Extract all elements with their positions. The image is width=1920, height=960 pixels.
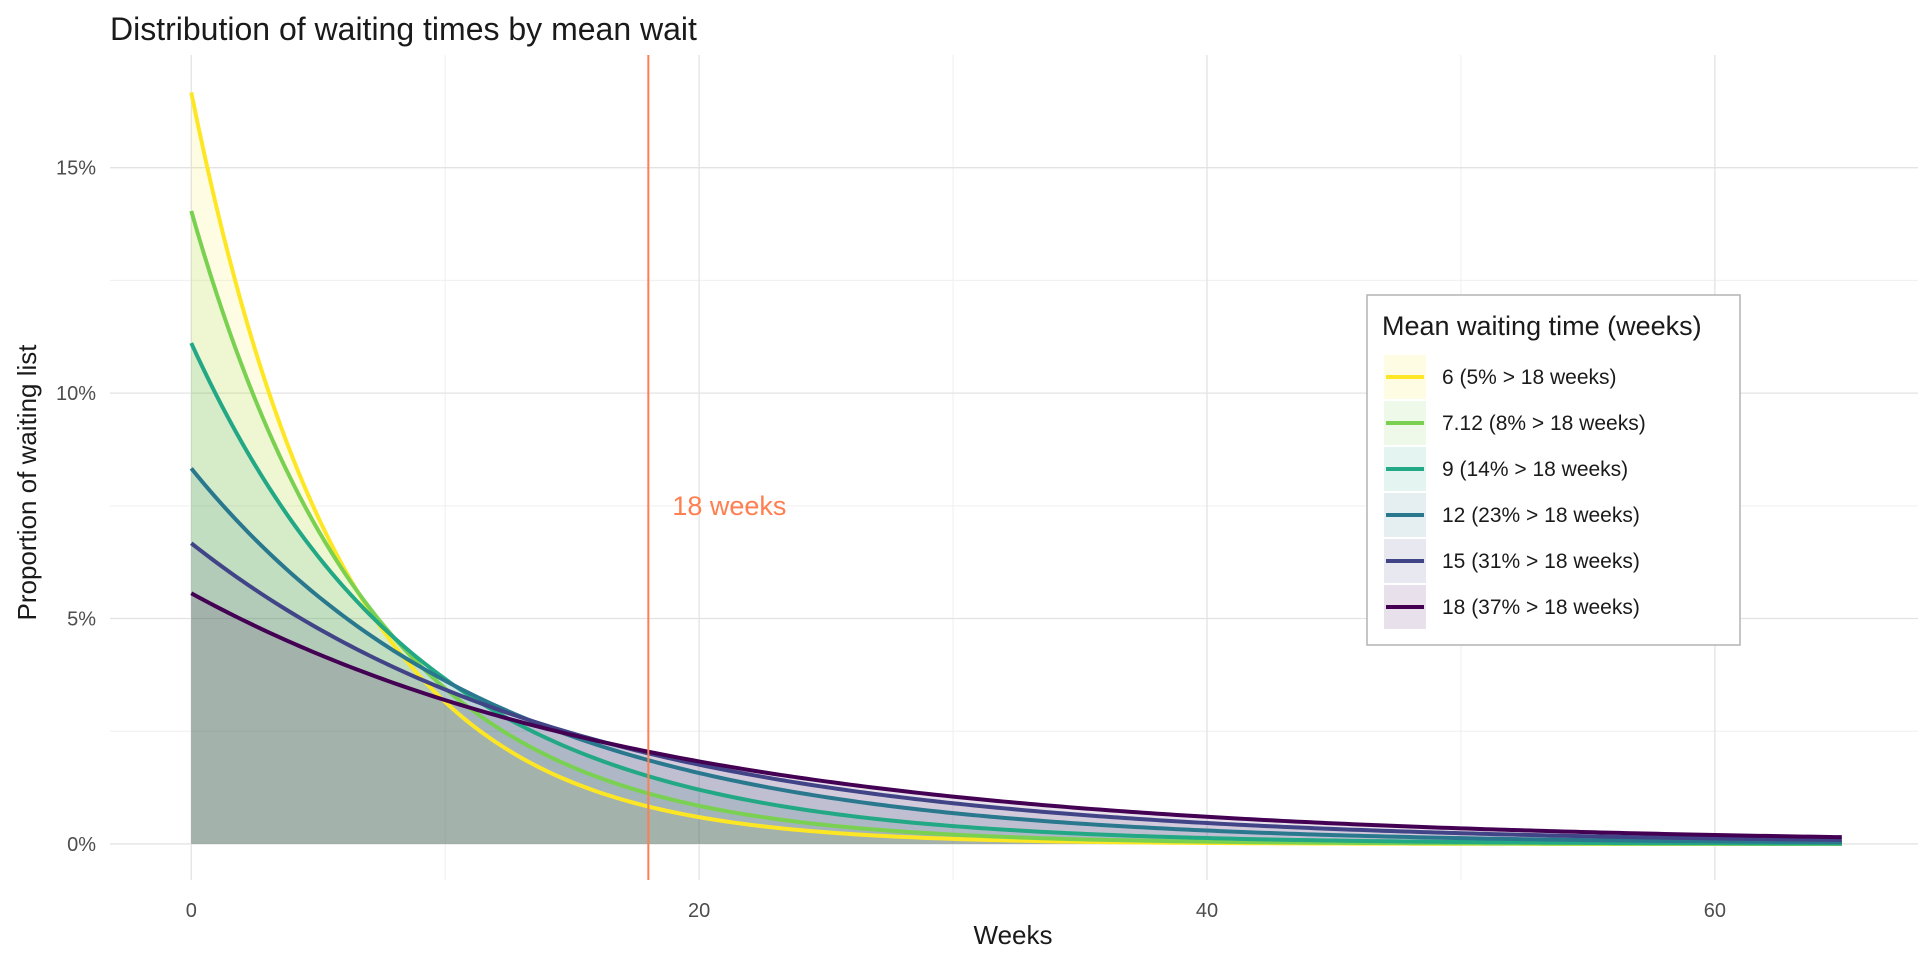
y-axis-title: Proportion of waiting list (12, 344, 42, 621)
y-tick-label: 10% (56, 383, 96, 405)
legend-label: 12 (23% > 18 weeks) (1442, 504, 1640, 527)
legend-label: 18 (37% > 18 weeks) (1442, 596, 1640, 619)
legend-label: 15 (31% > 18 weeks) (1442, 550, 1640, 573)
legend-label: 6 (5% > 18 weeks) (1442, 366, 1617, 389)
x-axis-ticks: 0 20 40 60 (186, 900, 1726, 922)
x-axis-title: Weeks (974, 920, 1053, 950)
x-tick-label: 0 (186, 900, 197, 922)
reference-line-label: 18 weeks (672, 491, 786, 521)
x-tick-label: 40 (1196, 900, 1218, 922)
legend: Mean waiting time (weeks) 6 (5% > 18 wee… (1367, 295, 1740, 645)
chart-title: Distribution of waiting times by mean wa… (110, 11, 697, 47)
legend-label: 7.12 (8% > 18 weeks) (1442, 412, 1646, 435)
y-axis-ticks: 0% 5% 10% 15% (56, 158, 96, 856)
x-tick-label: 20 (688, 900, 710, 922)
y-tick-label: 0% (67, 834, 96, 856)
y-tick-label: 5% (67, 609, 96, 631)
y-tick-label: 15% (56, 158, 96, 180)
x-tick-label: 60 (1704, 900, 1726, 922)
legend-title: Mean waiting time (weeks) (1382, 311, 1702, 341)
legend-label: 9 (14% > 18 weeks) (1442, 458, 1628, 481)
